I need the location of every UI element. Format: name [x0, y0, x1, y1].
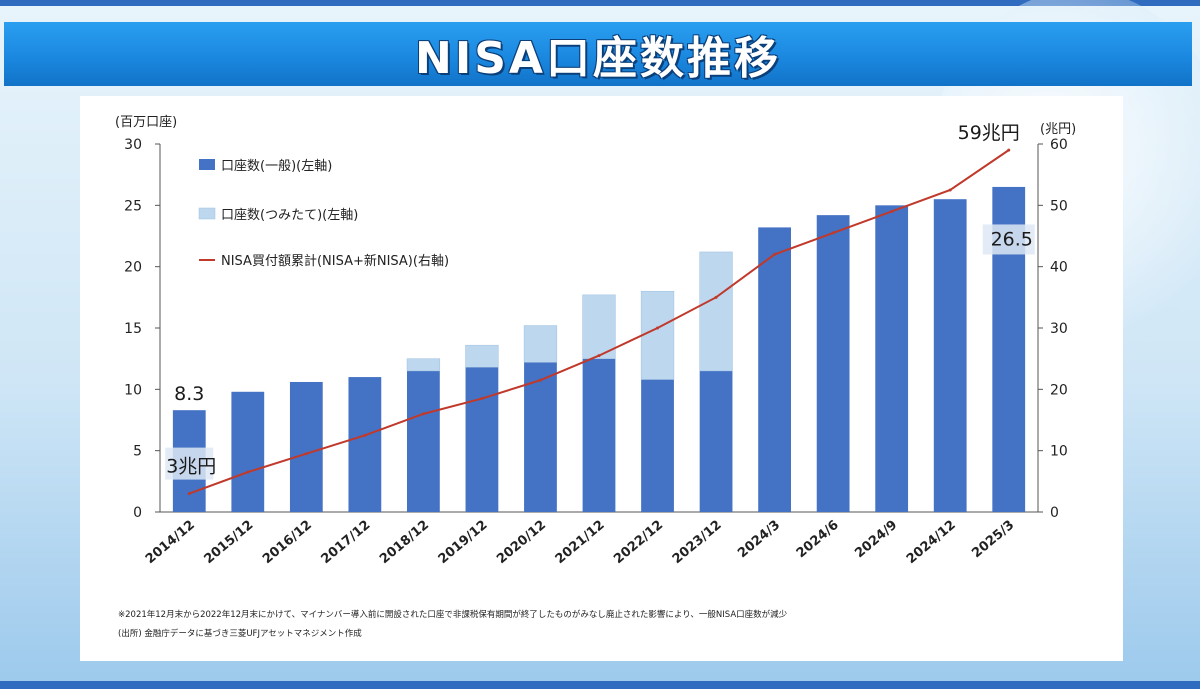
label-first-bar-value: 8.3 — [174, 383, 204, 405]
line-point — [948, 188, 952, 192]
bar-general — [465, 367, 499, 512]
bottom-border-stripe — [0, 681, 1200, 689]
title-banner: NISA口座数推移 — [4, 22, 1192, 86]
source-text: (出所) 金融庁データに基づき三菱UFJアセットマネジメント作成 — [118, 628, 362, 639]
line-point — [538, 378, 542, 382]
line-point — [890, 209, 894, 213]
chart-panel: 0 5 10 15 20 25 30 0 10 20 30 40 50 60 (百万口座) (兆円) 2014/… — [80, 96, 1123, 661]
label-last-line-value: 59兆円 — [958, 122, 1020, 144]
bar-general — [231, 391, 265, 512]
right-tick-label: 20 — [1050, 382, 1068, 398]
line-point — [304, 452, 308, 456]
line-point — [831, 231, 835, 235]
right-tick-label: 40 — [1050, 260, 1068, 276]
bar-general — [816, 215, 850, 512]
line-point — [480, 397, 484, 401]
bar-tsumitate — [465, 344, 499, 368]
nisa-accounts-chart: 0 5 10 15 20 25 30 0 10 20 30 40 50 60 (百万口座) (兆円) 2014/… — [115, 115, 1076, 639]
bar-general — [758, 227, 791, 512]
bar-general — [699, 370, 733, 512]
line-point — [714, 295, 718, 299]
bar-tsumitate — [640, 290, 675, 380]
right-tick-label: 30 — [1050, 321, 1068, 337]
line-point — [597, 354, 601, 358]
right-tick-label: 50 — [1050, 198, 1068, 214]
bar-general — [933, 199, 967, 512]
bar-general — [289, 381, 323, 512]
left-tick-label: 20 — [124, 260, 142, 276]
footnote-text: ※2021年12月末から2022年12月末にかけて、マイナンバー導入前に開設され… — [118, 609, 788, 620]
left-tick-label: 5 — [133, 444, 142, 460]
right-axis-title: (兆円) — [1040, 122, 1076, 137]
left-tick-label: 15 — [124, 321, 142, 337]
x-tick-label: 2023/12 — [670, 518, 725, 567]
line-point — [773, 252, 777, 256]
bar-tsumitate — [582, 294, 616, 359]
left-tick-label: 25 — [124, 198, 142, 214]
legend-label-tsumitate: 口座数(つみたて)(左軸) — [221, 208, 358, 223]
label-last-bar-value: 26.5 — [991, 228, 1033, 250]
x-tick-label: 2018/12 — [377, 518, 432, 567]
bar-general — [641, 379, 674, 512]
top-border-stripe — [0, 0, 1200, 6]
left-axis-title: (百万口座) — [115, 115, 177, 130]
left-tick-label: 10 — [124, 382, 142, 398]
x-tick-label: 2014/12 — [143, 518, 198, 567]
line-point — [1007, 148, 1011, 152]
label-last-bar-backdrop — [982, 224, 1035, 255]
left-tick-label: 0 — [133, 505, 142, 521]
bar-general — [407, 370, 440, 512]
line-point — [656, 326, 660, 330]
line-point — [363, 433, 367, 437]
x-tick-label: 2019/12 — [436, 518, 491, 567]
bar-general — [582, 358, 616, 512]
bar-general — [524, 362, 557, 512]
x-tick-label: 2021/12 — [553, 518, 608, 567]
x-tick-label: 2024/9 — [852, 518, 900, 562]
x-tick-label: 2025/3 — [969, 518, 1017, 562]
legend-swatch-general — [199, 159, 215, 170]
page-title: NISA口座数推移 — [415, 33, 781, 84]
bar-tsumitate — [406, 358, 441, 372]
x-tick-label: 2024/3 — [735, 518, 783, 562]
bar-general — [875, 205, 909, 512]
bar-general — [348, 377, 382, 512]
legend-swatch-tsumitate — [198, 207, 216, 220]
right-tick-label: 10 — [1050, 444, 1068, 460]
x-tick-label: 2024/12 — [904, 518, 959, 567]
x-tick-label: 2015/12 — [202, 518, 257, 567]
bar-tsumitate — [523, 325, 558, 363]
x-tick-label: 2022/12 — [611, 518, 666, 567]
right-tick-label: 0 — [1050, 505, 1059, 521]
line-point — [246, 470, 250, 474]
label-first-line-value: 3兆円 — [166, 456, 216, 478]
line-point — [187, 492, 191, 496]
x-tick-label: 2016/12 — [260, 518, 315, 567]
x-tick-label: 2017/12 — [319, 518, 374, 567]
legend-label-general: 口座数(一般)(左軸) — [221, 158, 332, 174]
legend-label-line: NISA買付額累計(NISA+新NISA)(右軸) — [221, 253, 449, 269]
line-point — [421, 412, 425, 416]
bar-tsumitate — [699, 251, 733, 372]
x-tick-label: 2024/6 — [794, 518, 842, 562]
x-tick-label: 2020/12 — [494, 518, 549, 567]
label-first-line-backdrop — [165, 447, 214, 480]
right-tick-label: 60 — [1050, 137, 1068, 153]
left-tick-label: 30 — [124, 137, 142, 153]
